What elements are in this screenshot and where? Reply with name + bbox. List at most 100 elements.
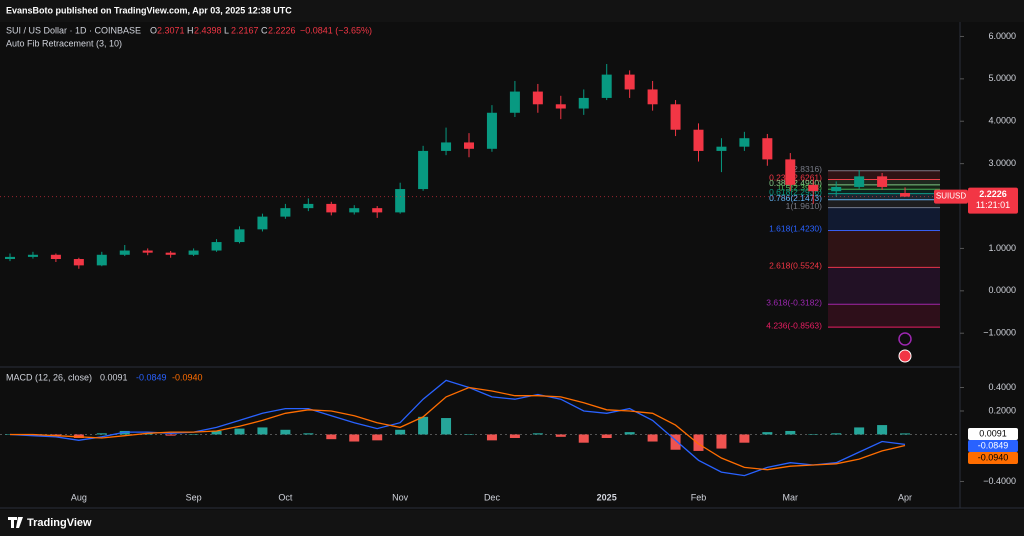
fib-label: 1.618(1.4230) bbox=[769, 224, 822, 234]
ohlc-key: H bbox=[187, 25, 194, 35]
candle-body bbox=[762, 138, 773, 160]
ohlc-value: 2.2226 bbox=[268, 25, 296, 35]
candle-body bbox=[670, 104, 681, 130]
macd-histogram-bar bbox=[739, 434, 750, 443]
x-tick-label: Oct bbox=[278, 492, 293, 502]
fib-label: 3.618(-0.3182) bbox=[766, 298, 822, 308]
macd-histogram-bar bbox=[349, 434, 360, 442]
candle-body bbox=[50, 254, 61, 260]
macd-histogram-bar bbox=[555, 434, 566, 437]
macd-histogram-bar bbox=[578, 434, 589, 443]
fib-band bbox=[828, 304, 940, 328]
candle-body bbox=[326, 203, 337, 213]
candle-body bbox=[532, 91, 543, 105]
macd-histogram-bar bbox=[785, 430, 796, 435]
macd-histogram-bar bbox=[486, 434, 497, 441]
x-tick-label: Nov bbox=[392, 492, 409, 502]
candle-body bbox=[372, 208, 383, 213]
histogram-axis-box bbox=[968, 428, 1018, 440]
macd-histogram-bar bbox=[900, 433, 911, 435]
y-tick-label: 0.0000 bbox=[988, 285, 1016, 295]
x-tick-label: 2025 bbox=[597, 492, 617, 502]
price-box bbox=[968, 187, 1018, 214]
candle-body bbox=[142, 250, 153, 253]
fib-label: 0.618(2.2936) bbox=[769, 187, 822, 197]
y-tick-label: 1.0000 bbox=[988, 243, 1016, 253]
macd-legend-value: 0.0091 bbox=[100, 372, 128, 382]
candle-body bbox=[624, 74, 635, 90]
countdown: 11:21:01 bbox=[976, 200, 1010, 210]
candle-body bbox=[877, 176, 888, 187]
macd-histogram-bar bbox=[601, 434, 612, 438]
fib-band bbox=[828, 199, 940, 208]
header-bar bbox=[0, 0, 1024, 22]
candle-body bbox=[165, 252, 176, 255]
candle-body bbox=[464, 142, 474, 149]
candle-body bbox=[555, 104, 566, 109]
event-icon[interactable] bbox=[898, 332, 912, 346]
macd-histogram-bar bbox=[647, 434, 658, 442]
macd-histogram-bar bbox=[831, 433, 842, 435]
candle-body bbox=[785, 159, 796, 185]
macd-histogram-bar bbox=[280, 429, 291, 435]
fib-band bbox=[828, 170, 940, 180]
signal-axis-label: -0.0940 bbox=[978, 452, 1009, 462]
macd-histogram-bar bbox=[211, 430, 222, 435]
macd-histogram-bar bbox=[624, 432, 635, 435]
ohlc-value: 2.2167 bbox=[231, 25, 259, 35]
x-tick-label: Dec bbox=[484, 492, 501, 502]
macd-histogram-bar bbox=[188, 434, 199, 435]
fib-label: 4.236(-0.8563) bbox=[766, 320, 822, 330]
macd-histogram-bar bbox=[716, 434, 727, 449]
candle-body bbox=[349, 208, 360, 213]
x-tick-label: Apr bbox=[898, 492, 912, 502]
candle-body bbox=[441, 142, 452, 151]
fib-band bbox=[828, 184, 940, 190]
y-tick-label: 3.0000 bbox=[988, 158, 1016, 168]
macd-histogram-bar bbox=[257, 427, 268, 435]
y-tick-label: 6.0000 bbox=[988, 31, 1016, 41]
flag-icon[interactable] bbox=[898, 349, 912, 363]
candle-body bbox=[601, 74, 612, 98]
symbol-title: SUI / US Dollar · 1D · COINBASE bbox=[6, 25, 141, 35]
x-tick-label: Mar bbox=[783, 492, 799, 502]
ohlc-key: L bbox=[224, 25, 229, 35]
macd-histogram-bar bbox=[234, 428, 245, 435]
candle-body bbox=[854, 176, 865, 187]
macd-histogram-bar bbox=[441, 418, 452, 435]
fib-label: 0.5(2.3963) bbox=[779, 182, 823, 192]
macd-histogram-bar bbox=[372, 434, 383, 441]
candle-body bbox=[280, 208, 291, 217]
tv-logo bbox=[8, 517, 23, 528]
y-tick-label: 5.0000 bbox=[988, 73, 1016, 83]
candle-body bbox=[96, 254, 107, 266]
candle-body bbox=[257, 216, 268, 230]
macd-histogram-bar bbox=[670, 434, 681, 450]
ohlc-value: 2.3071 bbox=[157, 25, 185, 35]
macd-histogram-bar bbox=[509, 434, 520, 438]
footer-bar bbox=[0, 510, 1024, 536]
macd-axis-box bbox=[968, 440, 1018, 452]
candle-body bbox=[211, 242, 222, 251]
indicator-title: Auto Fib Retracement (3, 10) bbox=[6, 38, 122, 48]
macd-histogram-bar bbox=[532, 433, 543, 435]
candle-body bbox=[119, 250, 130, 255]
fib-band bbox=[828, 207, 940, 231]
macd-axis-label: -0.0849 bbox=[978, 440, 1009, 450]
macd-histogram-bar bbox=[395, 429, 406, 435]
macd-histogram-bar bbox=[326, 434, 337, 440]
macd-histogram-bar bbox=[418, 416, 429, 435]
fib-label: 1(1.9610) bbox=[786, 201, 823, 211]
fib-band bbox=[828, 267, 940, 305]
candle-body bbox=[831, 186, 842, 192]
candle-body bbox=[418, 150, 429, 190]
last-price: 2.2226 bbox=[979, 189, 1007, 199]
candle-body bbox=[73, 259, 84, 266]
fib-label: 0(2.8316) bbox=[786, 164, 823, 174]
candle-body bbox=[509, 91, 520, 113]
y-tick-label: 0.4000 bbox=[988, 382, 1016, 392]
candle-body bbox=[808, 184, 819, 192]
ohlc-key: O bbox=[150, 25, 157, 35]
